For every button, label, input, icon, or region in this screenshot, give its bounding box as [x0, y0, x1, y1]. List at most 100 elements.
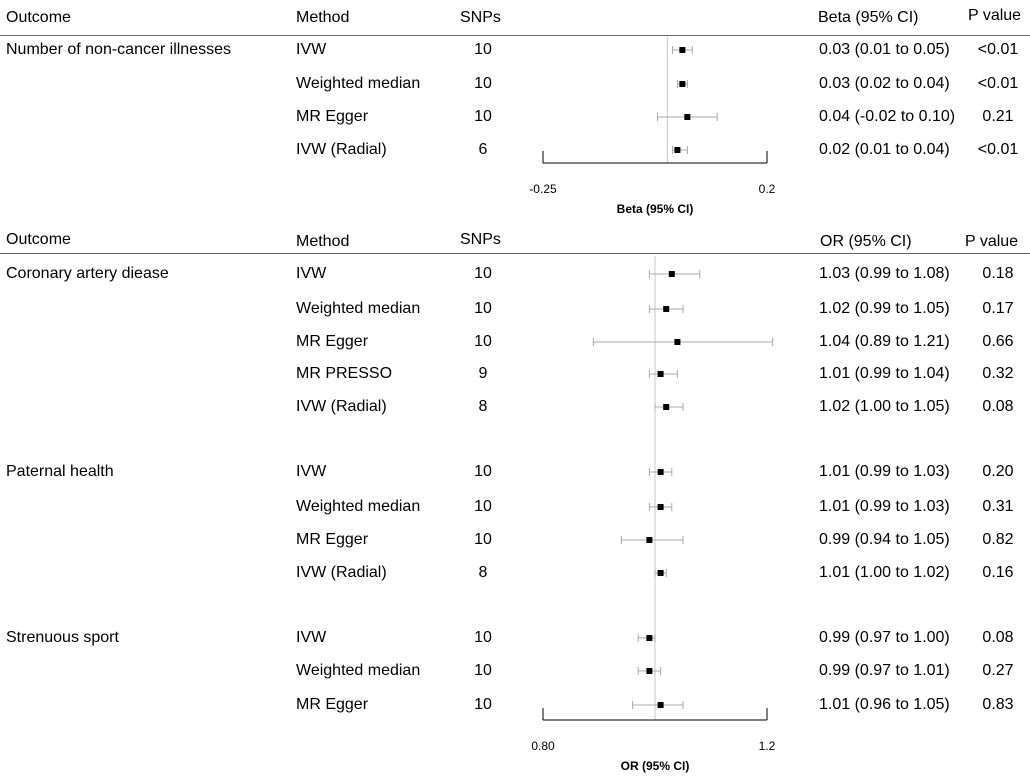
p-value: 0.08 [982, 629, 1014, 646]
method-label: IVW [296, 265, 327, 282]
snps-value: 10 [474, 265, 492, 282]
estimate-ci-text: 1.03 (0.99 to 1.08) [819, 265, 950, 282]
estimate-ci-text: 0.02 (0.01 to 0.04) [819, 141, 950, 158]
snps-value: 10 [474, 629, 492, 646]
point-estimate [684, 114, 691, 120]
p-value: 0.66 [982, 333, 1014, 350]
estimate-ci-text: 1.01 (0.99 to 1.04) [819, 365, 950, 382]
snps-value: 8 [478, 398, 488, 415]
point-estimate [668, 271, 675, 277]
estimate-ci-text: 0.99 (0.94 to 1.05) [819, 531, 950, 548]
estimate-ci-text: 0.03 (0.02 to 0.04) [819, 75, 950, 92]
estimate-ci-text: 0.03 (0.01 to 0.05) [819, 41, 950, 58]
method-label: Weighted median [296, 498, 421, 515]
p-value: 0.31 [982, 498, 1014, 515]
method-label: MR Egger [296, 333, 369, 350]
outcome-label: Number of non-cancer illnesses [6, 41, 231, 58]
header-snps-2: SNPs [460, 231, 501, 248]
method-label: Weighted median [296, 75, 421, 92]
method-label: IVW (Radial) [296, 398, 387, 415]
estimate-ci-text: 1.01 (0.99 to 1.03) [819, 498, 950, 515]
estimate-ci-text: 1.01 (0.96 to 1.05) [819, 696, 950, 713]
method-label: IVW (Radial) [296, 564, 387, 581]
point-estimate [646, 668, 653, 674]
estimate-ci-text: 1.01 (1.00 to 1.02) [819, 564, 950, 581]
snps-value: 10 [474, 463, 492, 480]
x-tick-label: 0.2 [759, 182, 776, 196]
x-axis-title: Beta (95% CI) [617, 202, 694, 216]
snps-value: 10 [474, 662, 492, 679]
snps-value: 10 [474, 531, 492, 548]
header-estimate-2: OR (95% CI) [820, 233, 912, 250]
estimate-ci-text: 0.99 (0.97 to 1.00) [819, 629, 950, 646]
method-label: MR Egger [296, 696, 369, 713]
p-value: 0.32 [982, 365, 1014, 382]
p-value: 0.18 [982, 265, 1014, 282]
header-rule-2 [0, 253, 1030, 254]
method-label: Weighted median [296, 662, 421, 679]
point-estimate [679, 81, 686, 87]
header-method-1: Method [296, 9, 350, 26]
point-estimate [674, 147, 681, 153]
point-estimate [663, 404, 670, 410]
header-outcome-2: Outcome [6, 231, 71, 248]
snps-value: 10 [474, 41, 492, 58]
p-value: 0.08 [982, 398, 1014, 415]
p-value: <0.01 [977, 141, 1019, 158]
point-estimate [657, 371, 664, 377]
outcome-label: Strenuous sport [6, 629, 119, 646]
header-outcome-1: Outcome [6, 9, 71, 26]
header-rule-1 [0, 35, 1030, 36]
method-label: Weighted median [296, 300, 421, 317]
point-estimate [646, 537, 653, 543]
point-estimate [657, 702, 664, 708]
method-label: IVW [296, 629, 327, 646]
point-estimate [657, 469, 664, 475]
snps-value: 8 [478, 564, 488, 581]
header-estimate-1: Beta (95% CI) [818, 9, 919, 26]
method-label: MR Egger [296, 531, 369, 548]
p-value: 0.83 [982, 696, 1014, 713]
estimate-ci-text: 0.04 (-0.02 to 0.10) [819, 108, 956, 125]
method-label: MR PRESSO [296, 365, 393, 382]
snps-value: 10 [474, 498, 492, 515]
x-tick-label: -0.25 [529, 182, 557, 196]
x-tick-label: 0.80 [531, 739, 555, 753]
estimate-ci-text: 1.01 (0.99 to 1.03) [819, 463, 950, 480]
x-axis-title: OR (95% CI) [621, 759, 690, 773]
p-value: 0.16 [982, 564, 1014, 581]
outcome-label: Coronary artery diease [6, 265, 169, 282]
p-value: 0.21 [982, 108, 1014, 125]
snps-value: 10 [474, 300, 492, 317]
p-value: 0.82 [982, 531, 1014, 548]
snps-value: 6 [478, 141, 488, 158]
outcome-label: Paternal health [6, 463, 114, 480]
point-estimate [657, 504, 664, 510]
snps-value: 10 [474, 696, 492, 713]
snps-value: 10 [474, 108, 492, 125]
snps-value: 10 [474, 333, 492, 350]
x-tick-label: 1.2 [759, 739, 776, 753]
estimate-ci-text: 0.99 (0.97 to 1.01) [819, 662, 950, 679]
p-value: <0.01 [977, 75, 1019, 92]
header-method-2: Method [296, 233, 350, 250]
snps-value: 9 [478, 365, 488, 382]
header-snps-1: SNPs [460, 9, 501, 26]
point-estimate [646, 635, 653, 641]
estimate-ci-text: 1.02 (1.00 to 1.05) [819, 398, 950, 415]
header-pvalue-2: P value [965, 233, 1019, 250]
point-estimate [663, 306, 670, 312]
p-value: 0.17 [982, 300, 1014, 317]
point-estimate [674, 339, 681, 345]
p-value: 0.27 [982, 662, 1014, 679]
method-label: MR Egger [296, 108, 369, 125]
estimate-ci-text: 1.02 (0.99 to 1.05) [819, 300, 950, 317]
method-label: IVW [296, 41, 327, 58]
header-pvalue-1: P value [968, 7, 1022, 24]
point-estimate [657, 570, 664, 576]
point-estimate [679, 47, 686, 53]
method-label: IVW [296, 463, 327, 480]
snps-value: 10 [474, 75, 492, 92]
p-value: <0.01 [977, 41, 1019, 58]
